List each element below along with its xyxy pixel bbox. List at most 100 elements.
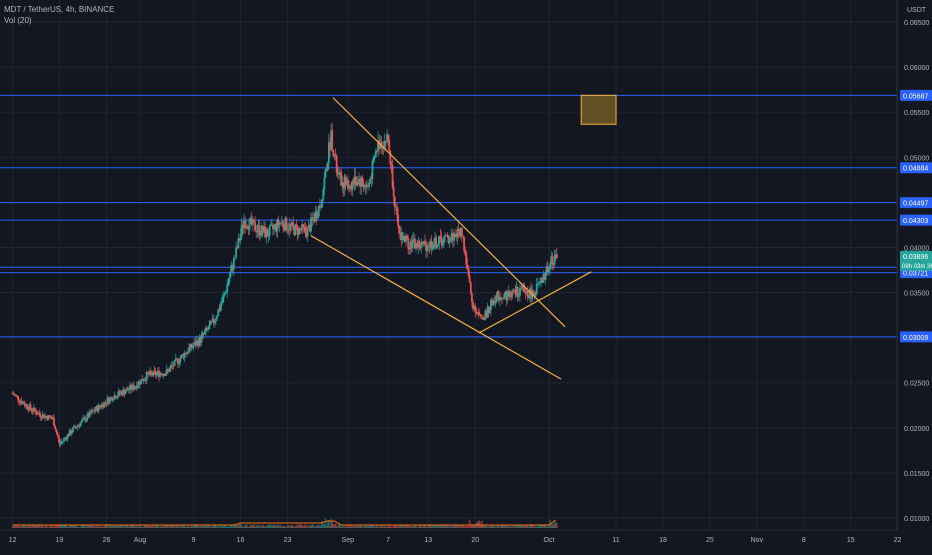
target-zone-box[interactable] xyxy=(580,94,617,125)
trendline[interactable] xyxy=(310,235,562,380)
candle-body xyxy=(122,389,125,396)
candle-body xyxy=(20,400,23,404)
candle-body xyxy=(389,150,392,164)
target-box[interactable] xyxy=(580,94,617,125)
volume-bar xyxy=(483,524,486,528)
y-tick-label: 0.01000 xyxy=(904,516,929,523)
volume-bar xyxy=(552,524,555,528)
candle-body xyxy=(372,157,375,161)
volume-bar xyxy=(403,526,406,528)
candle-body xyxy=(272,224,274,229)
candle-body xyxy=(19,400,22,403)
volume-bar xyxy=(322,523,325,528)
candle-body xyxy=(393,196,396,208)
symbol-title[interactable]: MDT / TetherUS, 4h, BINANCE xyxy=(4,5,115,14)
volume-bar xyxy=(158,526,160,528)
volume-bar xyxy=(35,524,37,528)
candle-body xyxy=(222,295,225,298)
volume-bar xyxy=(262,524,264,528)
volume-bar xyxy=(162,526,165,528)
volume-bar xyxy=(540,526,543,528)
candle-body xyxy=(107,397,110,404)
candle-body xyxy=(325,169,328,171)
trendlines[interactable] xyxy=(310,97,592,380)
volume-bar xyxy=(455,524,458,528)
volume-indicator-label[interactable]: Vol (20) xyxy=(4,16,32,25)
candle-body xyxy=(220,302,223,306)
volume-bar xyxy=(297,525,300,528)
volume-bar xyxy=(466,525,469,528)
volume-bar xyxy=(381,526,384,528)
candle-body xyxy=(397,214,400,226)
candle-body xyxy=(371,160,374,180)
candle-body xyxy=(329,142,331,150)
volume-bar xyxy=(477,520,480,528)
volume-bar xyxy=(534,526,537,528)
volume-bar xyxy=(352,525,355,528)
candle-body xyxy=(93,410,96,412)
candle-body xyxy=(277,219,280,226)
candle-body xyxy=(369,178,372,183)
volume-bar xyxy=(369,524,372,528)
candle-body xyxy=(136,385,139,389)
volume-bar xyxy=(199,524,202,528)
candle-body xyxy=(453,233,455,241)
candle-body xyxy=(18,400,21,403)
candle-body xyxy=(458,231,461,237)
candle-body xyxy=(263,226,265,233)
volume-bar xyxy=(432,524,435,528)
volume-bar xyxy=(87,524,90,528)
volume-bar xyxy=(251,525,254,528)
volume-bar xyxy=(286,525,289,528)
volume-bar xyxy=(276,524,279,528)
trendline[interactable] xyxy=(332,97,566,328)
volume-bar xyxy=(292,525,294,528)
volume-bar xyxy=(329,525,331,528)
candle-body xyxy=(482,317,484,320)
level-price-label: 0.03721 xyxy=(903,271,928,278)
volume-bar xyxy=(365,526,368,528)
candle-body xyxy=(494,301,497,304)
candle-body xyxy=(516,286,519,297)
volume-bar xyxy=(274,524,277,528)
volume-bar xyxy=(497,525,500,528)
horizontal-levels[interactable] xyxy=(0,94,897,338)
candle-body xyxy=(436,245,439,248)
candle-body xyxy=(281,221,283,223)
volume-bar xyxy=(326,520,329,528)
volume-bar xyxy=(183,525,186,528)
volume-bar xyxy=(149,526,151,528)
candle-body xyxy=(409,241,412,250)
candle-body xyxy=(554,253,557,256)
candle-body xyxy=(330,130,332,150)
candle-body xyxy=(159,373,162,378)
volume-bar xyxy=(539,524,541,528)
volume-bar xyxy=(44,526,46,528)
candle-body xyxy=(259,234,262,236)
volume-bar xyxy=(159,526,162,528)
candle-body xyxy=(97,405,100,412)
candle-body xyxy=(440,237,443,246)
candle-body xyxy=(244,220,246,228)
volume-bar xyxy=(401,524,404,528)
volume-bar xyxy=(194,524,197,528)
candle-body xyxy=(498,297,501,301)
volume-bar xyxy=(441,526,444,528)
candle-body xyxy=(12,393,15,395)
volume-bar xyxy=(357,525,359,528)
candle-body xyxy=(216,316,219,319)
candle-body xyxy=(191,346,194,348)
trendline[interactable] xyxy=(478,271,592,334)
volume-bar xyxy=(319,526,321,528)
candle-body xyxy=(464,250,467,254)
volume-bar xyxy=(512,526,515,528)
candle-body xyxy=(255,230,258,233)
candle-body xyxy=(55,429,58,432)
volume-bar xyxy=(463,526,465,528)
candle-body xyxy=(48,415,51,417)
volume-bar xyxy=(34,525,36,528)
candle-body xyxy=(497,291,500,301)
candle-body xyxy=(486,306,489,318)
